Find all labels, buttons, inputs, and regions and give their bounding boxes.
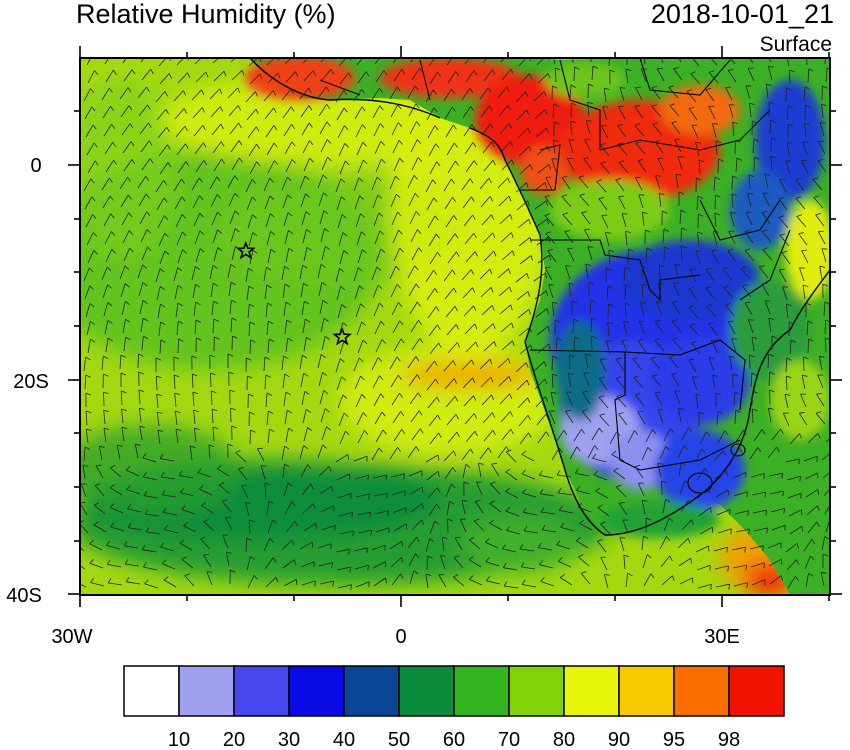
colorbar-label: 10	[168, 729, 190, 750]
x-tick-label-30w: 30W	[51, 626, 92, 648]
axis-ticks	[68, 46, 842, 607]
colorbar-label: 70	[498, 729, 520, 750]
colorbar-label: 50	[388, 729, 410, 750]
x-tick-label-30e: 30E	[704, 626, 740, 648]
colorbar-swatch	[673, 665, 730, 717]
colorbar-swatch	[508, 665, 565, 717]
land-shading	[245, 58, 830, 538]
station-markers	[236, 240, 352, 346]
coastline-south	[524, 269, 830, 536]
coastline-north	[249, 58, 441, 119]
humidity-field	[80, 58, 830, 595]
colorbar-swatch	[343, 665, 400, 717]
colorbar-swatch	[178, 665, 235, 717]
colorbar-swatch	[618, 665, 675, 717]
star-marker-2	[332, 326, 352, 346]
colorbar-swatch	[288, 665, 345, 717]
x-tick-label-0: 0	[395, 626, 406, 648]
colorbar-label: 30	[278, 729, 300, 750]
valid-datetime: 2018-10-01_21	[650, 0, 834, 29]
wind-barbs	[80, 58, 830, 591]
colorbar-swatch	[233, 665, 290, 717]
colorbar-label: 20	[223, 729, 245, 750]
chart-title: Relative Humidity (%)	[76, 0, 336, 29]
colorbar-label: 95	[663, 729, 685, 750]
coastline-west	[469, 127, 543, 343]
colorbar-swatch	[398, 665, 455, 717]
country-borders	[319, 58, 791, 494]
level-label: Surface	[759, 33, 832, 56]
y-tick-label-20s: 20S	[13, 371, 49, 393]
y-tick-label-0: 0	[30, 155, 41, 177]
colorbar-label: 40	[333, 729, 355, 750]
y-tick-label-40s: 40S	[6, 585, 42, 607]
colorbar-labels: 10 20 30 40 50 60 70 80 90 95 98	[168, 729, 740, 750]
colorbar-swatch	[563, 665, 620, 717]
colorbar-label: 90	[608, 729, 630, 750]
star-marker-1	[236, 240, 256, 260]
colorbar-label: 98	[718, 729, 740, 750]
colorbar-label: 60	[443, 729, 465, 750]
colorbar-label: 80	[553, 729, 575, 750]
colorbar-swatch	[123, 665, 180, 717]
colorbar-swatch	[728, 665, 785, 717]
colorbar	[123, 665, 785, 717]
colorbar-swatch	[453, 665, 510, 717]
